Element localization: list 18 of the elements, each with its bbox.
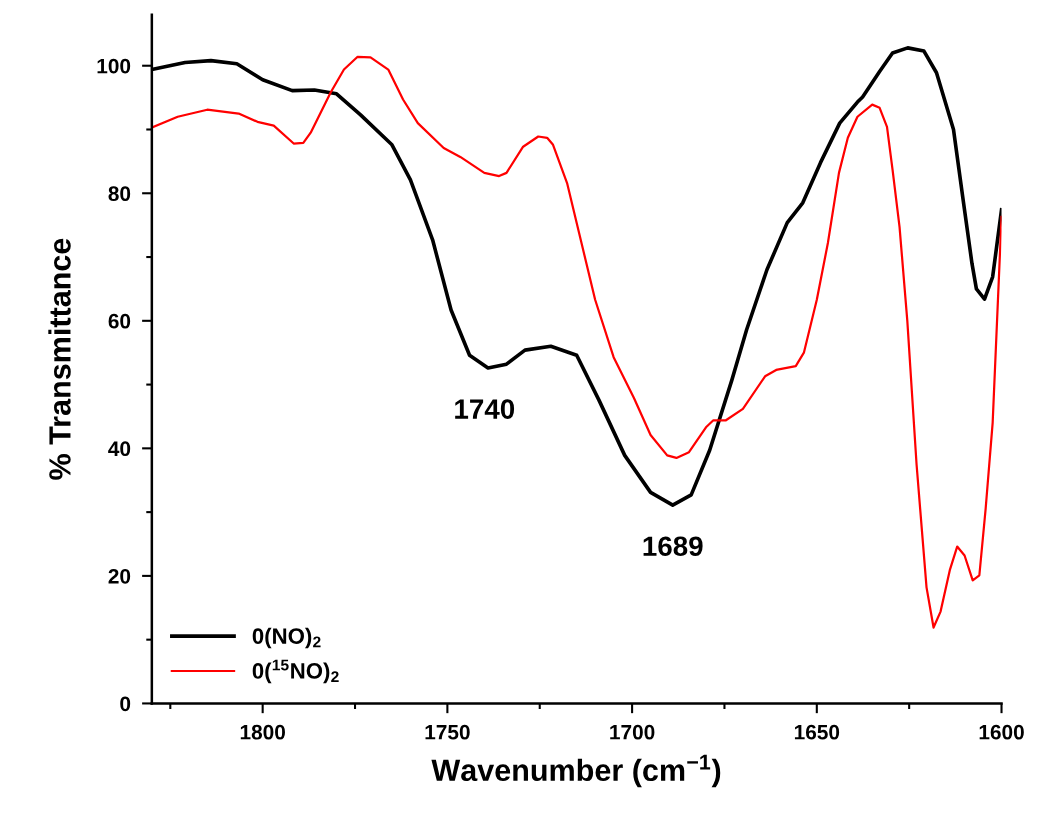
legend-label: 0($^{15}$NO)$_{2}$ — [252, 659, 339, 684]
x-axis-title: Wavenumber (cm$^{−1}$) — [431, 754, 721, 788]
x-tick-label: 1650 — [794, 724, 840, 740]
y-tick-label: 0 — [120, 696, 131, 712]
annotation: 1689 — [643, 536, 703, 557]
x-tick-label: 1700 — [610, 724, 655, 740]
y-axis-title: % Transmittance — [48, 238, 71, 480]
y-tick-label: 20 — [108, 568, 131, 584]
line-series — [151, 55, 1002, 629]
y-tick-label: 60 — [108, 313, 131, 329]
x-tick-label: 1750 — [425, 724, 470, 740]
x-tick-label: 1800 — [240, 724, 285, 740]
y-tick-label: 100 — [97, 58, 131, 74]
y-tick-label: 40 — [108, 441, 131, 457]
annotation: 1740 — [455, 399, 515, 419]
legend-label: 0(NO)$_{2}$ — [252, 627, 321, 649]
y-tick-label: 80 — [108, 186, 131, 202]
x-tick-label: 1600 — [979, 724, 1024, 740]
